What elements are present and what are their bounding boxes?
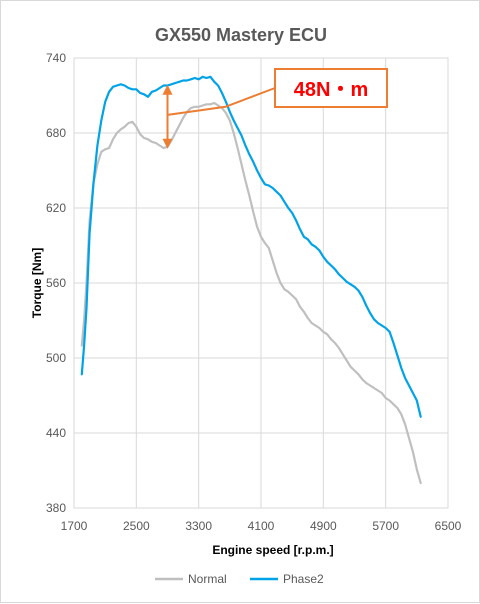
legend-label-normal: Normal (188, 572, 227, 586)
y-axis-label: Torque [Nm] (30, 248, 44, 318)
x-tick-label: 4900 (310, 519, 337, 533)
y-tick-label: 620 (46, 201, 66, 215)
legend-label-phase2: Phase2 (283, 572, 324, 586)
x-axis-label: Engine speed [r.p.m.] (212, 543, 333, 557)
x-tick-label: 6500 (435, 519, 462, 533)
series-line-phase2 (80, 75, 422, 418)
plot-area-border (73, 57, 449, 509)
x-tick-label: 2500 (123, 519, 150, 533)
y-tick-label: 500 (46, 351, 66, 365)
callout-box (274, 68, 388, 108)
y-tick-label: 560 (46, 276, 66, 290)
callout-leader-line (168, 87, 276, 116)
chart-title: GX550 Mastery ECU (155, 25, 327, 45)
x-tick-label: 1700 (61, 519, 88, 533)
y-tick-label: 740 (46, 51, 66, 65)
series-layer (80, 75, 422, 485)
x-tick-label: 3300 (185, 519, 212, 533)
callout-label: 48N・m (294, 79, 368, 101)
y-tick-label: 380 (46, 501, 66, 515)
tick-layer: 380 440 500 560 620 680 740 1700 2500 3300 4100 490… (46, 51, 462, 533)
axes-layer (73, 57, 449, 509)
legend-layer: Normal Phase2 (155, 572, 324, 586)
y-tick-label: 440 (46, 426, 66, 440)
annotation-arrow-head-up (162, 84, 173, 95)
annotation-arrow-head-down (162, 138, 173, 149)
x-tick-label: 4100 (248, 519, 275, 533)
annotation-layer: 48N・m (162, 68, 388, 149)
series-line-normal (80, 101, 422, 485)
y-tick-label: 680 (46, 126, 66, 140)
x-tick-label: 5700 (372, 519, 399, 533)
grid-layer (73, 57, 449, 509)
